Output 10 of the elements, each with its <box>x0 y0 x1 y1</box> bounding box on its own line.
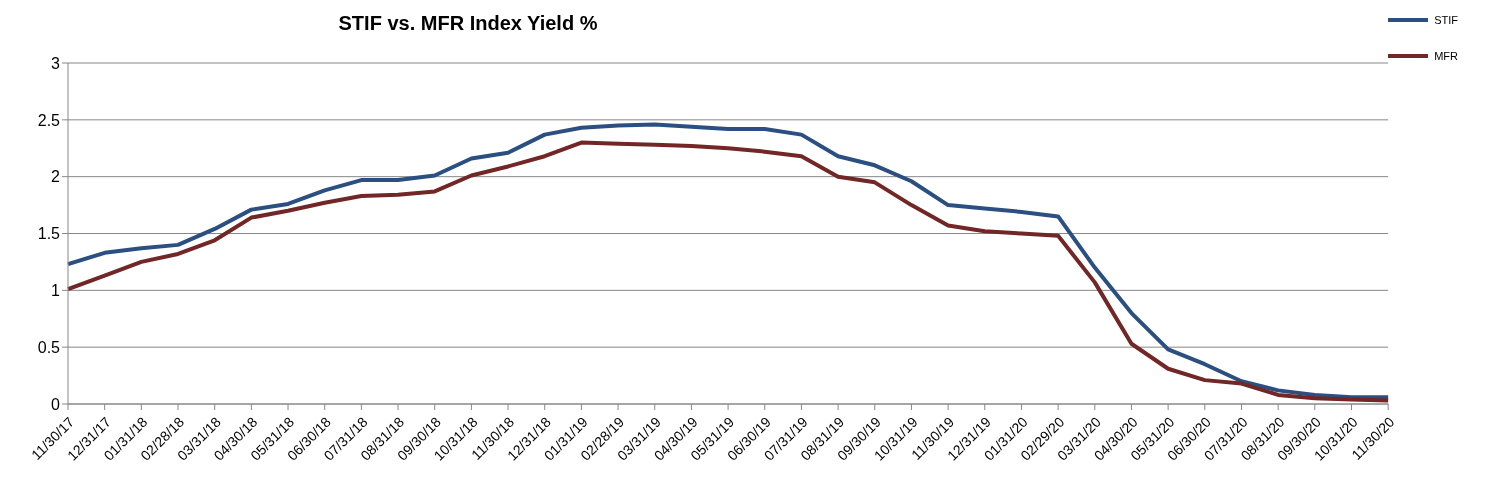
legend-label: STIF <box>1434 14 1458 26</box>
y-tick-label: 0 <box>51 395 61 413</box>
legend-label: MFR <box>1434 50 1458 62</box>
y-tick-label: 3 <box>51 54 61 72</box>
y-tick-label: 2 <box>51 168 61 186</box>
y-tick-label: 1 <box>51 282 61 300</box>
y-tick-label: 2.5 <box>37 111 61 129</box>
y-tick-label: 1.5 <box>37 225 61 243</box>
y-tick-label: 0.5 <box>37 338 61 356</box>
chart-title: STIF vs. MFR Index Yield % <box>337 12 599 35</box>
